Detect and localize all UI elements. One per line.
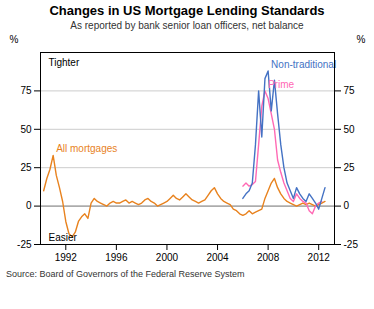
- svg-text:0: 0: [344, 200, 350, 211]
- svg-text:50: 50: [20, 124, 32, 135]
- svg-text:75: 75: [344, 85, 356, 96]
- svg-text:Tighter: Tighter: [49, 57, 80, 68]
- svg-text:-25: -25: [344, 239, 359, 250]
- svg-text:75: 75: [20, 85, 32, 96]
- svg-text:2008: 2008: [257, 252, 280, 263]
- svg-text:1996: 1996: [105, 252, 128, 263]
- svg-text:%: %: [357, 34, 366, 45]
- svg-text:2000: 2000: [156, 252, 179, 263]
- svg-text:0: 0: [26, 200, 32, 211]
- svg-text:Easier: Easier: [49, 232, 78, 243]
- svg-text:2012: 2012: [308, 252, 331, 263]
- svg-text:-25: -25: [17, 239, 32, 250]
- svg-text:50: 50: [344, 124, 356, 135]
- html-text:As reported by bank senior loa: As reported by bank senior loan officers…: [70, 20, 304, 31]
- svg-text:25: 25: [20, 162, 32, 173]
- svg-text:2004: 2004: [206, 252, 229, 263]
- svg-text:25: 25: [344, 162, 356, 173]
- svg-text:Non-traditional: Non-traditional: [271, 59, 336, 70]
- svg-text:Prime: Prime: [268, 79, 295, 90]
- svg-text:%: %: [10, 34, 19, 45]
- svg-text:All mortgages: All mortgages: [56, 143, 117, 154]
- html-text:Changes in US Mortgage Lending: Changes in US Mortgage Lending Standards: [49, 3, 325, 18]
- svg-text:1992: 1992: [55, 252, 78, 263]
- html-text:Source: Board of Governors of: Source: Board of Governors of the Federa…: [6, 269, 245, 279]
